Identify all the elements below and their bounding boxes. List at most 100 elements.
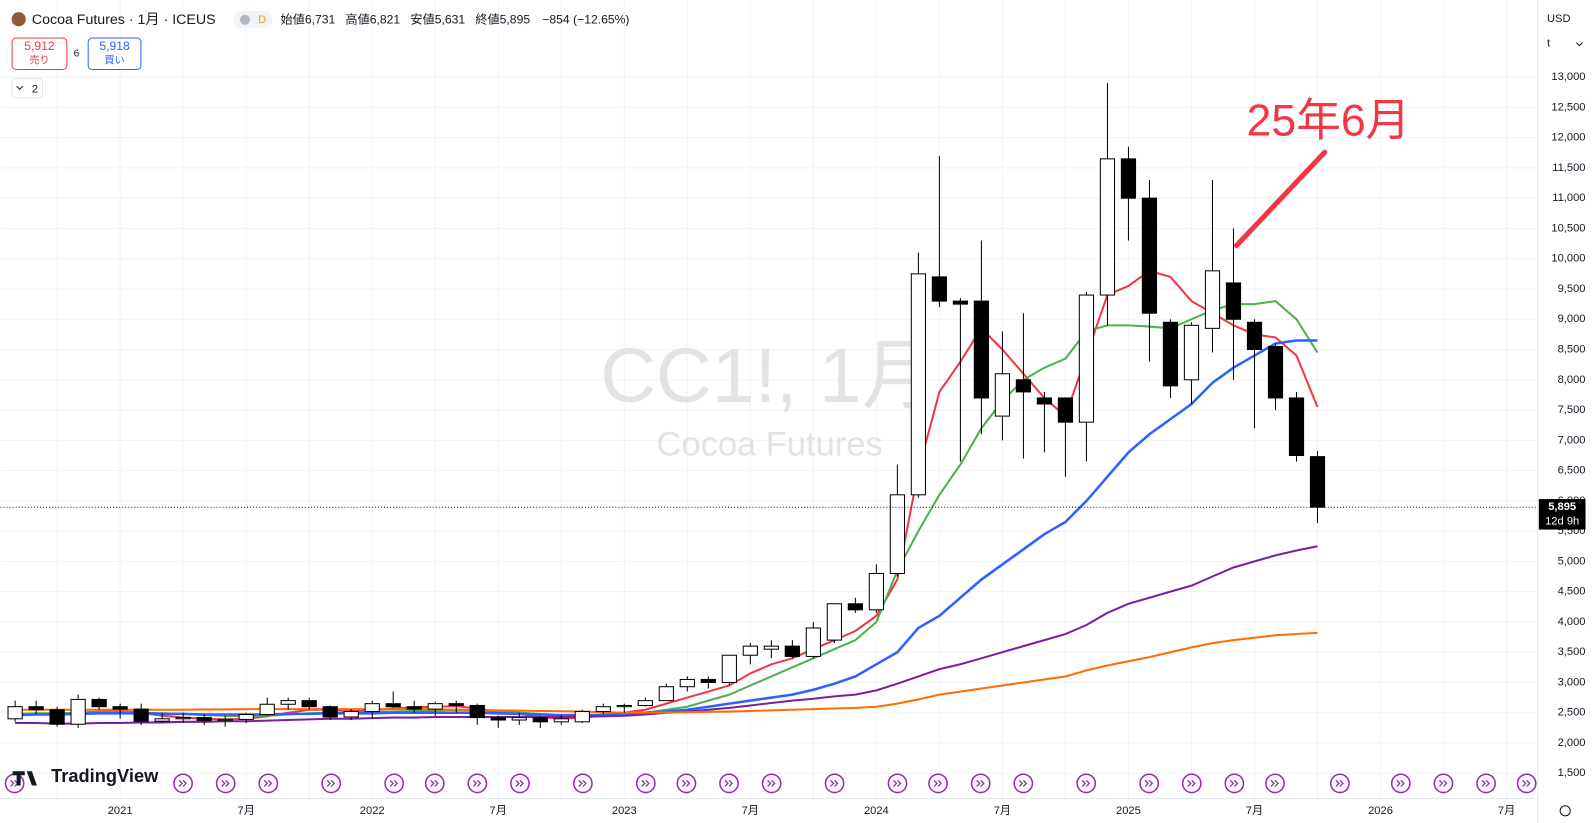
candle-body xyxy=(511,717,527,721)
y-tick-label: 8,500 xyxy=(1558,343,1586,355)
event-icon[interactable] xyxy=(384,773,405,794)
event-icon[interactable] xyxy=(1265,773,1285,794)
event-icon-circle xyxy=(1390,773,1411,794)
candle-body xyxy=(1183,324,1200,381)
moving-average-line xyxy=(15,300,1319,718)
currency[interactable]: USD xyxy=(1547,13,1571,25)
event-icon-glyph xyxy=(1081,779,1091,787)
event-icon[interactable] xyxy=(1139,773,1160,794)
event-icon[interactable] xyxy=(1390,773,1411,794)
event-icon-glyph xyxy=(263,779,273,787)
candle-body xyxy=(595,706,611,713)
candle-body xyxy=(784,645,800,657)
buy-button[interactable] xyxy=(87,37,142,71)
y-tick-label: 11,000 xyxy=(1552,192,1585,204)
x-tick-label: 2026 xyxy=(1368,805,1393,817)
ohlc-label: 始値 xyxy=(280,12,304,27)
candle-body xyxy=(406,706,422,710)
event-icon[interactable] xyxy=(676,773,697,794)
ohlc-value: 6,731 xyxy=(305,13,336,27)
event-icon[interactable] xyxy=(173,773,193,794)
chevron xyxy=(1576,42,1583,47)
event-icon[interactable] xyxy=(1433,773,1454,794)
event-icon[interactable] xyxy=(824,773,845,794)
candle-body xyxy=(805,627,821,657)
event-icon[interactable] xyxy=(258,773,279,794)
sell-price: 5,912 xyxy=(24,39,55,53)
symbol-title[interactable]: Cocoa Futures · 1月 · ICEUS xyxy=(32,12,216,28)
badge-text: D xyxy=(258,14,266,26)
event-icon[interactable] xyxy=(1181,773,1202,794)
event-icon[interactable] xyxy=(1516,773,1537,794)
event-icon[interactable] xyxy=(887,773,908,794)
x-tick-label: 7月 xyxy=(490,805,507,817)
event-icon-circle xyxy=(1476,773,1496,794)
event-icon-glyph xyxy=(1396,779,1405,787)
event-icon[interactable] xyxy=(1476,773,1496,794)
event-icon[interactable] xyxy=(761,773,782,794)
event-icon[interactable] xyxy=(424,773,445,794)
event-icon-glyph xyxy=(641,779,650,787)
event-icon[interactable] xyxy=(970,773,991,794)
change-value: −854 (−12.65%) xyxy=(542,13,629,27)
y-tick-label: 1,500 xyxy=(1558,767,1586,779)
event-icon-circle xyxy=(761,773,782,794)
x-tick-label: 7月 xyxy=(742,805,759,817)
annotation-text: 25年6月 xyxy=(1247,97,1411,146)
event-icon-glyph xyxy=(830,779,839,787)
event-icon-glyph xyxy=(1144,779,1154,787)
last-price-box xyxy=(1538,499,1586,530)
event-icon[interactable] xyxy=(1013,773,1034,794)
y-tick-label: 4,000 xyxy=(1558,616,1586,628)
event-icon[interactable] xyxy=(719,773,739,794)
event-icon-glyph xyxy=(326,779,336,787)
event-icon[interactable] xyxy=(467,773,488,794)
event-icon[interactable] xyxy=(1224,773,1245,794)
event-icon[interactable] xyxy=(321,773,342,794)
event-icon-circle xyxy=(467,773,488,794)
candle-body xyxy=(70,698,86,725)
event-icon-circle xyxy=(635,773,656,794)
ohlc-value: 5,895 xyxy=(500,13,531,27)
candle-body xyxy=(994,373,1011,417)
event-icon[interactable] xyxy=(1076,773,1097,794)
sell-button[interactable] xyxy=(11,37,68,71)
event-icon-circle xyxy=(676,773,697,794)
event-icon-glyph xyxy=(178,779,188,787)
event-icon-glyph xyxy=(472,779,482,787)
candle-body xyxy=(721,654,737,683)
unit[interactable]: t xyxy=(1547,38,1551,50)
event-icon[interactable] xyxy=(1330,773,1350,794)
annotation-arrow xyxy=(1233,149,1328,249)
event-icon-glyph xyxy=(1270,779,1279,787)
candle-body xyxy=(973,300,990,399)
event-icon[interactable] xyxy=(635,773,656,794)
candle-body xyxy=(826,603,842,641)
event-icon-glyph xyxy=(1438,779,1448,787)
event-icon-circle xyxy=(173,773,193,794)
event-icon-glyph xyxy=(892,779,902,787)
x-tick-label: 2021 xyxy=(108,805,133,817)
x-tick-label: 7月 xyxy=(1498,805,1515,817)
event-icon-glyph xyxy=(1481,779,1491,787)
logo-mark xyxy=(12,771,37,786)
event-icon-glyph xyxy=(389,779,399,787)
event-icon[interactable] xyxy=(4,773,25,794)
indicators-toggle[interactable] xyxy=(11,78,44,99)
event-icon-glyph xyxy=(767,779,776,787)
event-icon[interactable] xyxy=(215,773,236,794)
candle-body xyxy=(28,706,44,711)
event-icon[interactable] xyxy=(928,773,948,794)
axes: 1,500 2,000 2,500 3,000 3,500 4,000 4,500 5,000… xyxy=(108,71,1586,817)
last-price-label: 5,895 xyxy=(1548,501,1576,513)
ohlc-label: 終値 xyxy=(475,12,499,27)
settings-icon[interactable] xyxy=(1559,805,1571,817)
chevron xyxy=(16,85,24,91)
candle-body xyxy=(469,704,485,719)
y-tick-label: 8,000 xyxy=(1558,374,1586,386)
event-icon-circle xyxy=(1181,773,1202,794)
event-icon[interactable] xyxy=(572,773,593,794)
event-icon-circle xyxy=(384,773,405,794)
event-icon[interactable] xyxy=(510,773,530,794)
x-tick-label: 2024 xyxy=(864,805,889,817)
